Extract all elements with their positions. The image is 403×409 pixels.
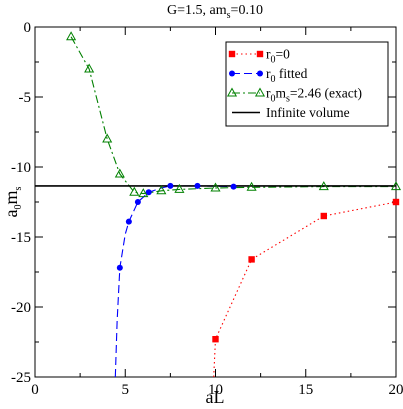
series-layer xyxy=(35,36,396,377)
y-tick-label: -10 xyxy=(11,160,31,176)
data-point-2 xyxy=(102,133,113,143)
data-point-1 xyxy=(116,264,123,271)
data-point-1 xyxy=(134,199,141,205)
data-point-0 xyxy=(392,198,400,206)
legend-marker-2 xyxy=(254,87,266,97)
data-point-1 xyxy=(167,182,174,189)
x-tick-label: 15 xyxy=(298,382,313,398)
data-point-2 xyxy=(66,31,77,41)
data-point-2 xyxy=(174,183,185,193)
data-point-0 xyxy=(212,336,219,343)
data-point-1 xyxy=(230,183,237,190)
x-tick-label: 5 xyxy=(122,382,130,398)
data-point-2 xyxy=(156,185,167,195)
data-point-1 xyxy=(194,182,201,189)
data-point-2 xyxy=(246,181,257,191)
series-line-1 xyxy=(114,185,234,377)
y-tick-label: -5 xyxy=(19,90,32,106)
data-point-0 xyxy=(320,212,327,220)
data-point-2 xyxy=(129,186,140,196)
data-point-1 xyxy=(145,189,152,196)
y-tick-label: -20 xyxy=(11,300,31,316)
legend-marker-0 xyxy=(256,50,264,58)
legend-label-1: r0 fitted xyxy=(266,66,308,85)
legend-marker-1 xyxy=(257,70,263,77)
data-point-2 xyxy=(84,63,95,73)
legend-marker-0 xyxy=(228,50,236,58)
x-tick-label: 10 xyxy=(208,382,223,398)
data-point-0 xyxy=(248,256,255,263)
data-point-2 xyxy=(210,182,221,192)
x-axis-label: aL xyxy=(206,387,225,407)
chart-title: G=1.5, ams=0.10 xyxy=(167,3,263,21)
y-tick-label: 0 xyxy=(24,20,32,36)
data-point-2 xyxy=(390,181,402,191)
axis-ticks: 0 5 10 15 20 0 -5 -10 -15 -20 -25 xyxy=(11,20,403,398)
data-point-2 xyxy=(318,181,329,191)
y-axis-label: a0ms xyxy=(1,186,24,217)
legend-label-2: r0ms=2.46 (exact) xyxy=(266,86,362,105)
markers-layer xyxy=(66,31,402,343)
data-point-1 xyxy=(125,218,132,225)
legend-label-0: r0=0 xyxy=(266,47,290,66)
y-tick-label: -25 xyxy=(11,370,31,386)
legend-marker-1 xyxy=(229,70,235,77)
x-tick-label: 20 xyxy=(389,382,403,398)
legend-marker-2 xyxy=(226,87,238,97)
series-line-2 xyxy=(70,36,396,195)
x-tick-label: 0 xyxy=(31,382,39,398)
legend-label-3: Infinite volume xyxy=(266,105,350,120)
y-tick-label: -15 xyxy=(11,230,31,246)
data-point-2 xyxy=(114,168,125,178)
data-point-2 xyxy=(138,188,149,198)
series-line-0 xyxy=(213,201,396,377)
